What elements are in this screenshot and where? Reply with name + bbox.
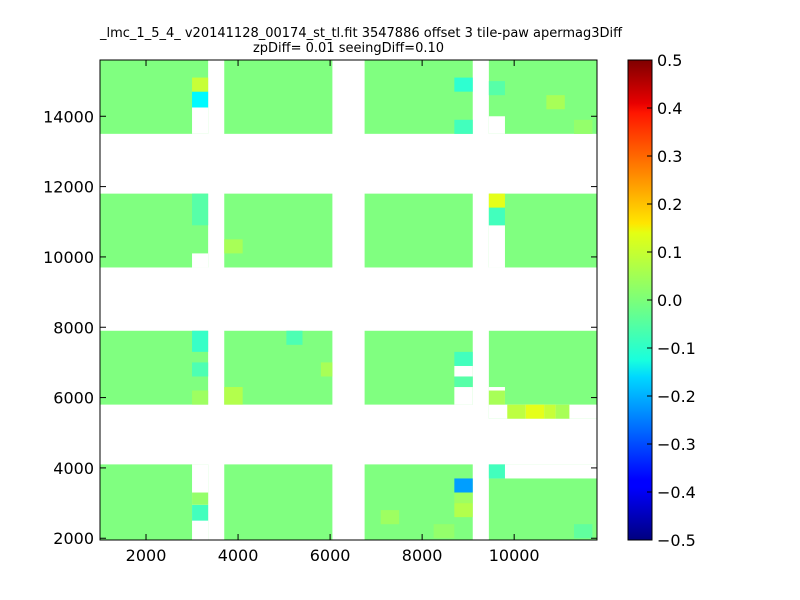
heatmap-cell bbox=[546, 95, 565, 110]
colorbar-tick-label: −0.1 bbox=[657, 339, 696, 358]
heatmap-cell bbox=[192, 330, 209, 352]
heatmap-cell bbox=[488, 81, 505, 96]
heatmap-cell bbox=[192, 504, 209, 521]
x-tick-label: 2000 bbox=[126, 546, 167, 565]
heatmap-cell bbox=[454, 119, 473, 134]
x-tick-label: 4000 bbox=[218, 546, 259, 565]
detector-tile bbox=[100, 464, 209, 540]
heatmap-cell bbox=[192, 492, 209, 505]
colorbar-tick-label: 0.2 bbox=[657, 195, 682, 214]
heatmap-cell bbox=[286, 330, 303, 345]
missing-region bbox=[192, 107, 209, 134]
colorbar-tick-label: 0.1 bbox=[657, 243, 682, 262]
detector-tile bbox=[488, 330, 597, 419]
y-axis: 2000 4000 6000 8000 10000 12000 14000 bbox=[43, 107, 597, 548]
x-tick-label: 8000 bbox=[402, 546, 443, 565]
heatmap-cell bbox=[454, 492, 473, 504]
missing-region bbox=[192, 253, 209, 268]
y-tick-label: 8000 bbox=[53, 318, 94, 337]
colorbar-tick-label: −0.3 bbox=[657, 435, 696, 454]
y-tick-label: 10000 bbox=[43, 248, 94, 267]
heatmap-cell bbox=[380, 510, 400, 525]
heatmap-cell bbox=[544, 404, 556, 419]
heatmap-cell bbox=[525, 404, 545, 419]
heatmap-cell bbox=[192, 91, 209, 108]
heatmap-cell bbox=[573, 119, 593, 134]
y-tick-label: 12000 bbox=[43, 178, 94, 197]
heatmap-cell bbox=[224, 239, 243, 254]
colorbar-tick-label: −0.5 bbox=[657, 531, 696, 550]
colorbar-tick-label: −0.4 bbox=[657, 483, 696, 502]
heatmap-cell bbox=[224, 387, 243, 405]
detector-tile bbox=[224, 193, 333, 268]
colorbar-tick-label: 0.0 bbox=[657, 291, 682, 310]
x-tick-label: 10000 bbox=[489, 546, 540, 565]
heatmap-cell bbox=[192, 390, 209, 405]
heatmap-cell bbox=[454, 77, 473, 92]
missing-region bbox=[488, 464, 597, 479]
detector-tile bbox=[488, 193, 597, 268]
detector-tile bbox=[364, 193, 473, 268]
heatmap-cell bbox=[454, 478, 473, 493]
heatmap-cell bbox=[488, 464, 505, 479]
heatmap-cell bbox=[488, 207, 505, 226]
x-axis: 2000 4000 6000 8000 10000 bbox=[126, 60, 540, 565]
colorbar-tick-label: −0.2 bbox=[657, 387, 696, 406]
heatmap-cell bbox=[555, 404, 570, 419]
colorbar-tick-label: 0.3 bbox=[657, 147, 682, 166]
detector-tile bbox=[224, 60, 333, 134]
detector-tile bbox=[224, 464, 333, 540]
heatmap-cell bbox=[433, 524, 455, 539]
missing-region bbox=[488, 116, 505, 134]
chart-subtitle: zpDiff= 0.01 seeingDiff=0.10 bbox=[252, 41, 445, 56]
plot-frame bbox=[99, 59, 598, 541]
missing-region bbox=[488, 225, 505, 268]
heatmap-cell bbox=[192, 77, 209, 92]
deviation-cells bbox=[192, 77, 593, 539]
heatmap-cell bbox=[454, 503, 473, 518]
x-tick-label: 6000 bbox=[310, 546, 351, 565]
chart-title: _lmc_1_5_4_ v20141128_00174_st_tl.fit 35… bbox=[100, 26, 623, 41]
y-tick-label: 6000 bbox=[53, 389, 94, 408]
colorbar-tick-label: 0.5 bbox=[657, 51, 682, 70]
missing-region bbox=[192, 464, 209, 493]
colorbar-tick-label: 0.4 bbox=[657, 99, 682, 118]
missing-region bbox=[454, 365, 473, 377]
heatmap-cell bbox=[488, 193, 505, 208]
heatmap-cell bbox=[192, 193, 209, 226]
heatmap-cell bbox=[454, 351, 473, 366]
heatmap-cell bbox=[320, 362, 333, 377]
heatmap-cell bbox=[192, 362, 209, 377]
colorbar: −0.5 −0.4 −0.3 −0.2 −0.1 0.0 0.1 0.2 0.3 0.4 0.5 bbox=[627, 51, 696, 550]
heatmap-cell bbox=[488, 390, 505, 405]
y-tick-label: 4000 bbox=[53, 459, 94, 478]
detector-tile bbox=[100, 330, 209, 405]
detector-tile bbox=[100, 60, 209, 134]
y-tick-label: 2000 bbox=[53, 529, 94, 548]
y-tick-label: 14000 bbox=[43, 107, 94, 126]
heatmap-cell bbox=[573, 524, 593, 539]
heatmap-cell bbox=[454, 376, 473, 388]
heatmap-cells bbox=[100, 60, 597, 540]
missing-region bbox=[454, 387, 473, 405]
heatmap-cell bbox=[507, 404, 526, 419]
detector-tile bbox=[100, 193, 209, 268]
